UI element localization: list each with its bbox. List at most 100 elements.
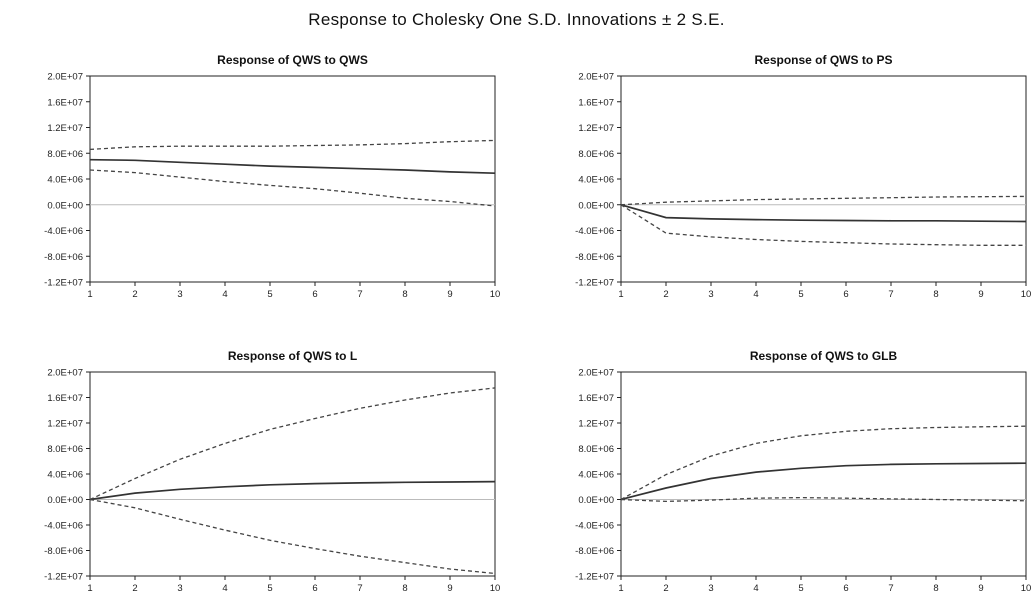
y-tick-label: 4.0E+06: [47, 470, 83, 481]
x-tick-label: 8: [933, 583, 938, 592]
y-tick-label: 1.6E+07: [47, 97, 83, 108]
y-tick-label: 2.0E+07: [578, 368, 614, 379]
y-tick-label: 1.2E+07: [47, 123, 83, 134]
x-tick-label: 8: [402, 583, 407, 592]
confidence-band-upper: [89, 139, 496, 151]
band-lower-point: [179, 176, 180, 177]
band-lower-point: [404, 562, 405, 563]
panel-title: Response of QWS to GLB: [750, 349, 898, 363]
x-tick-label: 10: [1021, 583, 1032, 592]
y-tick-label: -8.0E+06: [575, 252, 614, 263]
band-upper-point: [935, 427, 936, 428]
x-tick-label: 2: [663, 289, 668, 300]
band-lower-point: [800, 241, 801, 242]
x-tick-label: 7: [888, 583, 893, 592]
x-tick-label: 7: [357, 583, 362, 592]
x-tick-label: 4: [753, 583, 758, 592]
y-tick-label: 4.0E+06: [47, 175, 83, 186]
y-tick-label: 2.0E+07: [47, 72, 83, 83]
band-lower-point: [890, 243, 891, 244]
x-tick-label: 10: [1021, 289, 1032, 300]
band-lower-point: [224, 530, 225, 531]
y-tick-label: 0.0E+00: [578, 495, 614, 506]
y-tick-label: -4.0E+06: [575, 226, 614, 237]
y-tick-label: -1.2E+07: [44, 278, 83, 289]
y-tick-label: 8.0E+06: [47, 149, 83, 160]
x-tick-label: 4: [222, 289, 227, 300]
confidence-band-lower: [620, 496, 1027, 503]
x-tick-label: 9: [978, 583, 983, 592]
response-line: [89, 480, 496, 501]
x-tick-label: 9: [447, 583, 452, 592]
y-tick-label: 0.0E+00: [47, 495, 83, 506]
figure-title: Response to Cholesky One S.D. Innovation…: [308, 10, 725, 29]
y-tick-label: 0.0E+00: [578, 200, 614, 211]
y-tick-label: 2.0E+07: [578, 72, 614, 83]
x-tick-label: 7: [357, 289, 362, 300]
band-upper-point: [449, 392, 450, 393]
response-line: [620, 203, 1027, 223]
plot-frame: [89, 371, 496, 577]
x-tick-label: 2: [132, 289, 137, 300]
y-tick-label: 4.0E+06: [578, 470, 614, 481]
x-tick-label: 5: [798, 583, 803, 592]
x-tick-label: 2: [663, 583, 668, 592]
y-tick-label: 2.0E+07: [47, 368, 83, 379]
x-tick-label: 3: [177, 289, 182, 300]
band-upper-point: [359, 408, 360, 409]
x-tick-label: 1: [87, 583, 92, 592]
x-tick-label: 1: [618, 583, 623, 592]
y-tick-label: 1.6E+07: [578, 393, 614, 404]
panel-qws-to-glb: Response of QWS to GLB 2.0E+07 1.6E+07 1.2E…: [575, 349, 1031, 592]
x-tick-label: 2: [132, 583, 137, 592]
response-line: [89, 158, 496, 175]
confidence-band-lower: [620, 204, 1026, 246]
y-tick-label: -8.0E+06: [44, 546, 83, 557]
panel-title: Response of QWS to QWS: [217, 53, 368, 67]
confidence-band-upper: [620, 195, 1027, 206]
x-tick-label: 3: [177, 583, 182, 592]
x-tick-label: 5: [267, 289, 272, 300]
band-upper-point: [269, 146, 270, 147]
y-tick-label: 1.6E+07: [47, 393, 83, 404]
x-tick-label: 9: [447, 289, 452, 300]
y-tick-label: -1.2E+07: [44, 572, 83, 583]
band-lower-point: [314, 548, 315, 549]
x-tick-label: 6: [843, 289, 848, 300]
band-lower-point: [800, 497, 801, 498]
y-tick-label: -8.0E+06: [44, 252, 83, 263]
x-tick-label: 6: [843, 583, 848, 592]
band-upper-point: [179, 146, 180, 147]
confidence-band-lower: [89, 169, 496, 207]
band-upper-point: [710, 200, 711, 201]
band-lower-point: [359, 193, 360, 194]
plot-frame: [620, 371, 1027, 577]
y-tick-label: -4.0E+06: [575, 521, 614, 532]
y-tick-label: -4.0E+06: [44, 226, 83, 237]
x-tick-label: 9: [978, 289, 983, 300]
x-tick-label: 3: [708, 583, 713, 592]
y-tick-label: 1.6E+07: [578, 97, 614, 108]
y-tick-label: 1.2E+07: [578, 123, 614, 134]
band-upper-point: [224, 443, 225, 444]
panel-title: Response of QWS to L: [228, 349, 357, 363]
plot-frame: [89, 75, 496, 283]
band-upper-point: [800, 198, 801, 199]
x-tick-label: 8: [402, 289, 407, 300]
x-tick-label: 8: [933, 289, 938, 300]
y-tick-label: 8.0E+06: [578, 444, 614, 455]
x-tick-label: 5: [798, 289, 803, 300]
x-tick-label: 4: [753, 289, 758, 300]
y-tick-label: 8.0E+06: [47, 444, 83, 455]
panel-qws-to-qws: Response of QWS to QWS 2.0E+07 1.6E+07 1.2E…: [44, 53, 500, 300]
x-tick-label: 4: [222, 583, 227, 592]
y-tick-label: 0.0E+00: [47, 200, 83, 211]
y-tick-label: 4.0E+06: [578, 175, 614, 186]
band-lower-point: [980, 245, 981, 246]
y-tick-label: -8.0E+06: [575, 546, 614, 557]
panel-qws-to-l: Response of QWS to L 2.0E+07 1.6E+07 1.2E+0…: [44, 349, 500, 592]
band-lower-point: [269, 185, 270, 186]
panel-title: Response of QWS to PS: [754, 53, 892, 67]
y-tick-label: -1.2E+07: [575, 572, 614, 583]
